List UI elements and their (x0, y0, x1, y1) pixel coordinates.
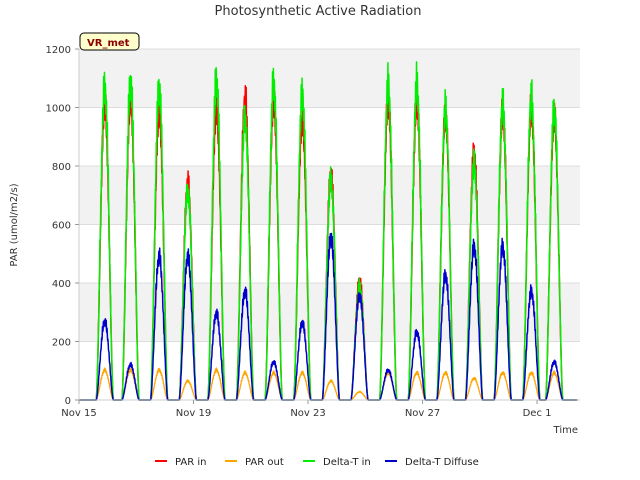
legend-label: PAR out (245, 457, 284, 468)
legend-label: Delta-T Diffuse (405, 457, 479, 468)
legend-label: Delta-T in (323, 457, 371, 468)
station-badge: VR_met (79, 32, 140, 51)
y-tick-label: 800 (52, 162, 71, 173)
legend-label: PAR in (175, 457, 206, 468)
plot-band (79, 49, 580, 108)
y-tick-label: 600 (52, 221, 71, 232)
x-tick-label: Nov 19 (176, 408, 211, 419)
station-badge-label: VR_met (87, 38, 130, 49)
x-axis-label: Time (553, 425, 578, 436)
axes: 0 200 400 600 800 1000 1200 Nov 15 Nov 19 Nov 23 N… (46, 45, 580, 419)
station-badge-box (79, 32, 140, 51)
y-tick-label: 400 (52, 279, 71, 290)
y-tick-label: 1200 (46, 45, 71, 56)
y-tick-label: 0 (65, 396, 71, 407)
x-tick-label: Nov 15 (61, 408, 96, 419)
x-tick-label: Nov 27 (405, 408, 440, 419)
y-axis-label: PAR (umol/m2/s) (9, 183, 20, 266)
legend: PAR in PAR out Delta-T in Delta-T Diffuse (155, 457, 479, 468)
chart-title: Photosynthetic Active Radiation (215, 4, 422, 19)
y-tick-label: 1000 (46, 104, 71, 115)
y-tick-label: 200 (52, 338, 71, 349)
x-tick-label: Dec 1 (523, 408, 552, 419)
x-tick-label: Nov 23 (290, 408, 325, 419)
